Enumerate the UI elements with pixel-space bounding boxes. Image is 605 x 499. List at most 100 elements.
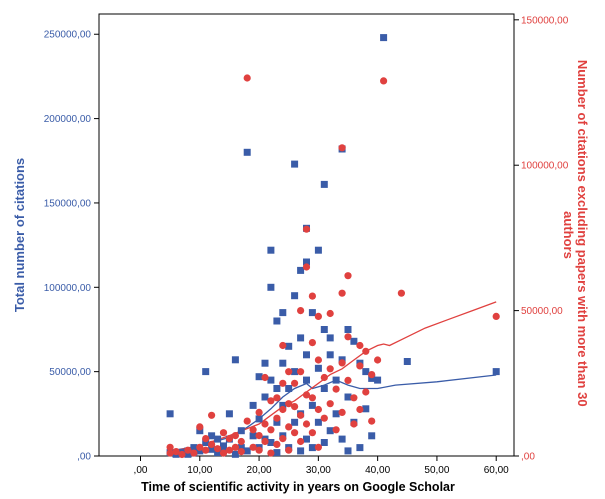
total-citations-points xyxy=(166,34,500,458)
excluding-citations-point xyxy=(326,400,334,408)
excluding-citations-point xyxy=(297,307,305,315)
excluding-citations-point xyxy=(237,448,245,456)
x-tick-label: 50,00 xyxy=(424,465,449,476)
left-tick-label: 100000,00 xyxy=(44,283,92,294)
excluding-citations-point xyxy=(397,289,405,297)
left-tick-label: ,00 xyxy=(77,452,91,463)
total-citations-point xyxy=(368,432,376,440)
excluding-citations-point xyxy=(362,388,370,396)
excluding-citations-point xyxy=(356,362,364,370)
excluding-citations-point xyxy=(326,365,334,373)
excluding-citations-point xyxy=(291,403,299,411)
total-citations-point xyxy=(214,449,222,457)
total-citations-point xyxy=(285,385,293,392)
total-citations-point xyxy=(326,351,334,359)
excluding-citations-point xyxy=(368,417,376,425)
excluding-citations-point xyxy=(291,379,299,387)
total-citations-point xyxy=(356,444,364,452)
total-citations-point xyxy=(243,148,251,156)
total-citations-point xyxy=(308,401,316,409)
left-tick-label: 50000,00 xyxy=(49,367,91,378)
right-tick-label: 100000,00 xyxy=(521,161,569,172)
excluding-citations-point xyxy=(338,144,346,152)
total-citations-point xyxy=(344,447,352,455)
excluding-citations-point xyxy=(320,373,328,382)
excluding-citations-point xyxy=(231,443,239,451)
total-citations-point xyxy=(196,447,204,455)
excluding-citations-point xyxy=(202,435,210,443)
excluding-citations-point xyxy=(356,405,364,414)
total-citations-point xyxy=(403,358,411,365)
excluding-citations-point xyxy=(219,449,228,457)
excluding-citations-point xyxy=(302,263,311,271)
excluding-citations-point xyxy=(231,432,239,440)
total-citations-point xyxy=(279,359,287,367)
excluding-citations-point xyxy=(314,356,322,364)
total-citations-point xyxy=(326,334,334,342)
excluding-citations-point xyxy=(255,446,263,454)
excluding-citations-point xyxy=(190,449,198,457)
total-citations-point xyxy=(279,309,287,317)
excluding-citations-point xyxy=(261,437,269,446)
excluding-citations-point xyxy=(308,429,316,437)
plot-frame xyxy=(98,13,515,457)
total-citations-point xyxy=(267,283,275,291)
excluding-citations-point xyxy=(166,443,174,451)
total-citations-point xyxy=(314,364,322,372)
total-citations-point xyxy=(231,356,239,364)
total-citations-point xyxy=(297,266,305,274)
total-citations-point xyxy=(291,418,299,426)
excluding-citations-point xyxy=(297,437,305,446)
excluding-citations-point xyxy=(202,446,210,454)
total-citations-point xyxy=(249,432,257,440)
total-citations-point xyxy=(231,450,239,458)
total-citations-point xyxy=(166,410,174,418)
left-tick-label: 150000,00 xyxy=(44,198,92,209)
excluding-citations-point xyxy=(297,411,305,419)
excluding-citations-point xyxy=(308,339,316,347)
total-citations-point xyxy=(320,180,328,188)
excluding-citations-point xyxy=(166,449,174,457)
total-citations-point xyxy=(380,34,388,42)
total-citations-point xyxy=(243,447,251,455)
right-axis-title-line-1: Number of citations excluding papers wit… xyxy=(575,60,590,407)
excluding-citations-point xyxy=(255,408,263,416)
excluding-citations-point xyxy=(374,356,382,364)
total-citations-point xyxy=(279,401,287,409)
excluding-citations-point xyxy=(314,443,322,451)
total-citations-point xyxy=(208,445,216,453)
x-tick-label: 10,00 xyxy=(187,465,212,476)
excluding-citations-point xyxy=(344,333,352,341)
total-citations-point xyxy=(303,258,310,266)
excluding-citations-point xyxy=(261,373,269,382)
total-citations-point xyxy=(220,442,227,450)
total-citations-point xyxy=(492,368,500,376)
total-citations-point xyxy=(214,435,222,443)
excluding-citations-point xyxy=(285,400,293,408)
total-citations-point xyxy=(237,427,245,435)
x-tick-label: 20,00 xyxy=(247,465,272,476)
x-tick-label: 30,00 xyxy=(306,465,331,476)
excluding-citations-point xyxy=(338,289,346,297)
right-axis-title: Number of citations excluding papers wit… xyxy=(561,60,590,410)
total-citations-point xyxy=(362,405,370,413)
total-citations-point xyxy=(320,326,328,333)
total-citations-point xyxy=(291,292,299,300)
total-citations-point xyxy=(308,444,316,452)
total-citations-point xyxy=(332,410,340,418)
total-citations-point xyxy=(303,351,310,359)
excluding-citations-point xyxy=(214,445,222,453)
excluding-citations-point xyxy=(314,405,322,414)
total-citations-point xyxy=(261,393,269,401)
total-citations-point xyxy=(267,439,275,446)
excluding-citations-point xyxy=(492,312,500,320)
excluding-citations-point xyxy=(208,411,216,419)
excluding-citations-point xyxy=(297,368,305,376)
excluding-citations-point xyxy=(273,440,281,448)
left-axis-title: Total number of citations xyxy=(12,158,27,312)
total-citations-point xyxy=(255,415,263,423)
total-citations-point xyxy=(273,317,281,325)
excluding-citations-point xyxy=(350,394,358,402)
total-citations-point xyxy=(362,368,370,376)
total-citations-point xyxy=(261,359,269,367)
